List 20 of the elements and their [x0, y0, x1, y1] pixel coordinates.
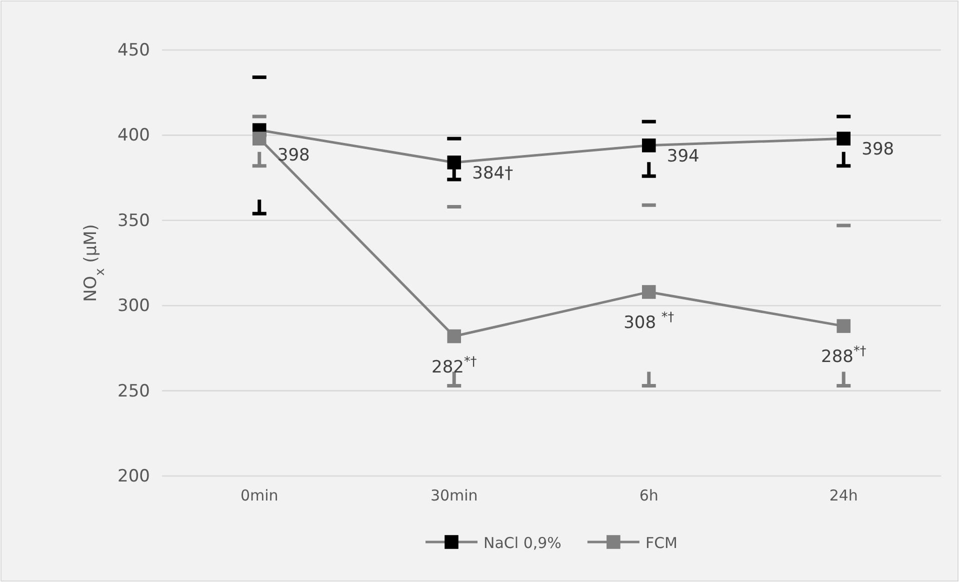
data-label: 384† — [472, 163, 514, 184]
legend-label: NaCl 0,9% — [484, 534, 562, 552]
x-tick-label: 6h — [639, 486, 658, 505]
y-tick-label: 250 — [118, 381, 150, 402]
y-tick-label: 200 — [118, 466, 150, 486]
y-tick-label: 300 — [118, 296, 150, 316]
y-tick-label: 350 — [118, 210, 150, 231]
x-tick-label: 30min — [430, 486, 478, 505]
data-label: 398 — [277, 146, 310, 166]
point — [642, 138, 656, 152]
y-tick-label: 400 — [118, 126, 150, 146]
data-label: 394 — [666, 146, 700, 166]
y-tick-label: 450 — [118, 40, 150, 60]
point — [836, 132, 851, 146]
x-tick-label: 24h — [829, 486, 858, 505]
point — [447, 156, 462, 170]
data-label: 398 — [862, 140, 894, 160]
point — [252, 132, 266, 146]
legend-label: FCM — [645, 534, 678, 552]
x-tick-label: 0min — [240, 486, 278, 505]
